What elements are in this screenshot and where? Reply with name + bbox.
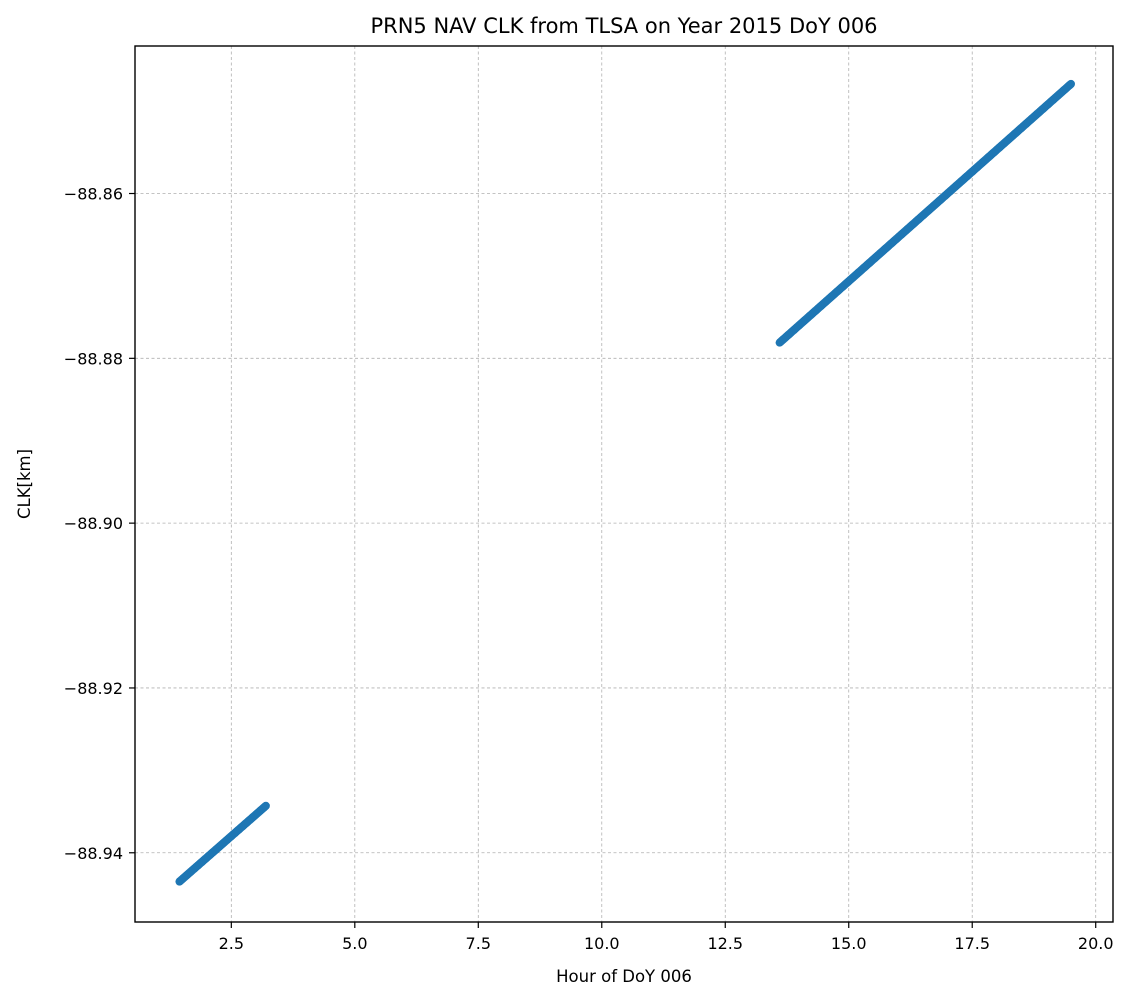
y-tick-label: −88.88 bbox=[64, 349, 123, 368]
x-tick-label: 17.5 bbox=[954, 934, 990, 953]
x-tick-label: 15.0 bbox=[831, 934, 867, 953]
y-tick-label: −88.94 bbox=[64, 844, 123, 863]
y-tick-label: −88.86 bbox=[64, 185, 123, 204]
x-tick-label: 12.5 bbox=[707, 934, 743, 953]
chart-title: PRN5 NAV CLK from TLSA on Year 2015 DoY … bbox=[370, 14, 877, 38]
data-point bbox=[1067, 79, 1076, 88]
x-axis-ticks: 2.5 5.0 7.5 10.0 12.5 15.0 17.5 20.0 bbox=[219, 922, 1114, 953]
x-tick-label: 7.5 bbox=[466, 934, 491, 953]
data-points bbox=[175, 79, 1076, 886]
x-tick-label: 20.0 bbox=[1078, 934, 1114, 953]
y-axis-label: CLK[km] bbox=[15, 449, 34, 519]
x-tick-label: 2.5 bbox=[219, 934, 244, 953]
data-point bbox=[261, 801, 270, 810]
plot-frame bbox=[134, 45, 1114, 923]
x-tick-label: 5.0 bbox=[342, 934, 367, 953]
y-tick-label: −88.90 bbox=[64, 514, 123, 533]
y-tick-label: −88.92 bbox=[64, 679, 123, 698]
y-axis-ticks: −88.86 −88.88 −88.90 −88.92 −88.94 bbox=[64, 185, 135, 863]
x-tick-label: 10.0 bbox=[584, 934, 620, 953]
x-axis-label: Hour of DoY 006 bbox=[556, 967, 692, 986]
